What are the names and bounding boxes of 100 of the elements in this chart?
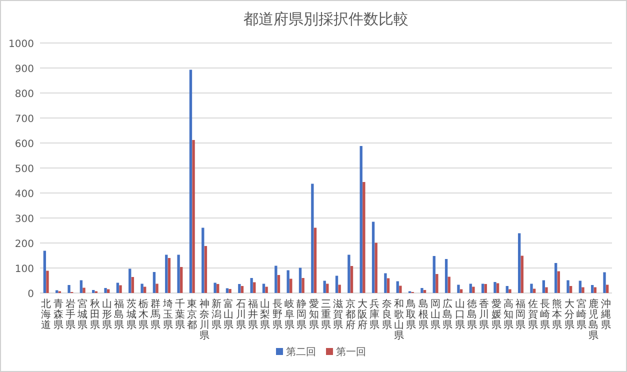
bar [360,146,362,293]
x-tick-label: 山梨県 [260,298,270,331]
x-tick-label: 鳥取県 [405,298,416,331]
bar [68,285,70,293]
bar [506,286,508,293]
x-tick-label: 山形県 [102,298,112,331]
bar [323,280,326,293]
bar [335,276,338,293]
bar [554,263,558,293]
bar [290,278,292,293]
bar [238,284,241,293]
x-tick-label: 佐賀県 [528,299,538,331]
bar [192,140,195,293]
bar [444,259,448,293]
x-tick-label: 広島県 [442,298,453,331]
x-tick-label: 徳島県 [467,299,478,331]
bar [348,254,350,293]
x-tick-label: 青森県 [53,298,64,331]
bar [518,233,521,293]
bar [144,286,146,293]
x-tick-label: 栃木県 [138,298,148,331]
x-tick-label: 長野県 [272,299,282,331]
x-tick-label: 神奈川県 [199,298,210,342]
x-tick-label: 岐阜県 [284,298,294,331]
x-tick-label: 愛知県 [308,298,319,331]
y-tick-label: 800 [14,89,34,100]
bar [216,284,220,293]
bar [530,284,533,293]
bar [566,280,570,293]
x-tick-label: 岡山県 [430,299,441,331]
bar [314,228,317,293]
bar [104,288,107,293]
chart-title: 都道府県別採択件数比較 [244,10,408,28]
bar [472,286,475,293]
bar [484,284,487,293]
bar [152,272,156,293]
bar [116,282,120,293]
bar [165,254,168,293]
bar [448,276,450,293]
x-tick-label: 岩手県 [65,298,76,331]
bar [603,272,606,293]
bar [202,228,204,293]
bar [140,284,144,293]
x-tick-label: 島根県 [418,298,428,331]
bar [204,246,208,293]
bar [311,184,314,293]
x-tick-label: 高知県 [504,298,514,331]
x-tick-label: 新潟県 [211,298,222,331]
bar [262,284,266,293]
legend-label: 第二回 [286,346,316,358]
bar [128,268,132,293]
x-tick-label: 埼玉県 [162,298,173,331]
bar [302,278,304,293]
bar [46,270,49,293]
bar [250,278,253,293]
bar [43,250,46,293]
bar [168,258,171,293]
y-tick-label: 100 [14,264,34,275]
y-tick-label: 0 [28,289,34,300]
bar [274,266,278,293]
bar [494,282,496,293]
x-tick-label: 和歌山県 [394,298,404,342]
x-tick-label: 大分県 [564,298,574,331]
x-tick-label: 静岡県 [296,298,307,331]
x-tick-label: 愛媛県 [491,298,502,331]
bar [189,70,192,293]
y-tick-label: 200 [14,239,34,250]
bar [423,290,426,293]
bar [582,287,584,293]
bar [399,286,402,293]
y-tick-label: 700 [14,114,34,125]
x-tick-label: 千葉県 [174,298,185,331]
bar [542,280,545,293]
bar [557,271,560,293]
bar [119,285,122,293]
bar [240,286,244,293]
bar [214,282,216,293]
bar [265,286,268,293]
bar [569,286,572,293]
bar [177,254,180,293]
x-tick-label: 福島県 [114,298,124,331]
bar [338,284,341,293]
y-tick-label: 500 [14,164,34,175]
x-tick-label: 福井県 [248,298,258,331]
bar [372,222,375,293]
x-tick-label: 北海道 [41,298,52,331]
bar [298,268,302,293]
x-tick-label: 秋田県 [90,298,100,331]
x-tick-label: 三重県 [321,299,331,331]
y-tick-label: 300 [14,214,34,225]
x-tick-label: 沖縄県 [600,298,611,331]
x-tick-label: 京都府 [345,298,356,331]
y-tick-label: 1000 [8,39,34,50]
bar [469,284,472,293]
bar [80,280,83,293]
bar [420,288,424,293]
y-tick-label: 900 [14,64,34,75]
bar [350,266,354,293]
bar [384,273,387,293]
bar [228,289,232,293]
